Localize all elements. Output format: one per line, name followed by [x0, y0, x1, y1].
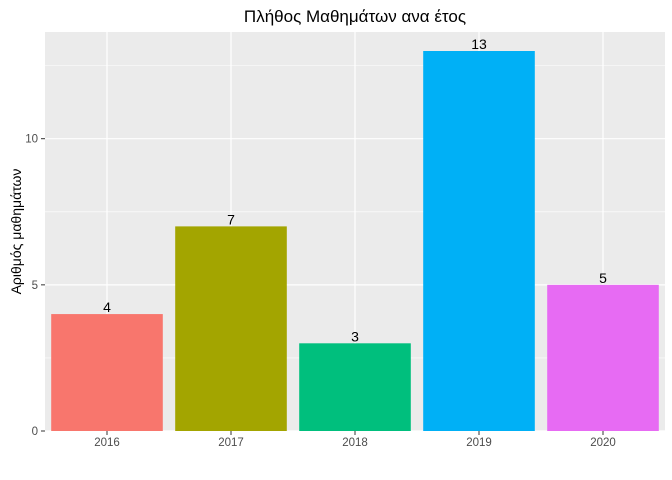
x-tick-label: 2018	[342, 437, 368, 449]
data-labels: 4 7 3 13 5	[103, 36, 607, 344]
y-axis-ticks: 0 5 10	[25, 134, 45, 438]
x-tick-label: 2019	[466, 437, 492, 449]
y-tick-label: 0	[32, 426, 38, 438]
data-label-2018: 3	[351, 328, 359, 344]
bars	[51, 51, 659, 431]
y-tick-label: 5	[32, 280, 38, 292]
x-tick-label: 2016	[94, 437, 120, 449]
data-label-2020: 5	[599, 270, 607, 286]
data-label-2017: 7	[227, 211, 235, 227]
bar-2018	[299, 343, 411, 431]
x-tick-label: 2020	[590, 437, 616, 449]
y-axis-title: Αριθμός μαθημάτων	[8, 169, 24, 295]
bar-2020	[547, 284, 659, 431]
y-tick-label: 10	[25, 134, 38, 146]
data-label-2019: 13	[471, 36, 487, 52]
bar-2019	[423, 51, 535, 431]
bar-2016	[51, 314, 163, 431]
x-axis-ticks: 2016 2017 2018 2019 2020	[94, 431, 616, 449]
chart-title: Πλήθος Μαθημάτων ανα έτος	[244, 7, 466, 26]
data-label-2016: 4	[103, 299, 111, 315]
bar-2017	[175, 226, 287, 431]
x-tick-label: 2017	[218, 437, 244, 449]
